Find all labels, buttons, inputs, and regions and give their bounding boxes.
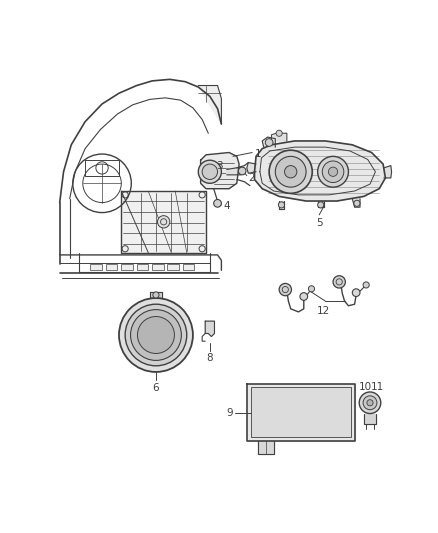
Text: 10: 10	[359, 382, 372, 392]
Bar	[106, 264, 117, 270]
Circle shape	[238, 167, 246, 175]
Circle shape	[153, 292, 159, 298]
Circle shape	[214, 199, 221, 207]
Circle shape	[269, 150, 312, 193]
Circle shape	[138, 317, 174, 353]
Circle shape	[125, 304, 187, 366]
Circle shape	[318, 156, 349, 187]
Text: 3: 3	[216, 161, 223, 172]
Text: 4: 4	[224, 201, 230, 212]
Polygon shape	[227, 167, 243, 175]
Text: 11: 11	[371, 382, 384, 392]
Polygon shape	[352, 199, 360, 207]
Text: 5: 5	[317, 218, 323, 228]
Bar	[183, 264, 194, 270]
Polygon shape	[198, 85, 221, 124]
Polygon shape	[318, 201, 324, 207]
Bar	[251, 387, 351, 438]
Circle shape	[300, 293, 307, 301]
Text: 6: 6	[152, 383, 159, 393]
Circle shape	[359, 392, 381, 414]
Polygon shape	[254, 141, 385, 201]
Polygon shape	[364, 414, 376, 424]
Polygon shape	[258, 441, 274, 454]
Polygon shape	[150, 292, 162, 298]
Circle shape	[354, 200, 360, 206]
Text: 12: 12	[317, 306, 330, 316]
Circle shape	[119, 298, 193, 372]
Circle shape	[328, 167, 338, 176]
Circle shape	[265, 139, 273, 147]
Polygon shape	[279, 201, 284, 209]
Bar	[152, 264, 164, 270]
Polygon shape	[262, 137, 276, 147]
Text: 1: 1	[254, 149, 261, 159]
Circle shape	[308, 286, 314, 292]
Text: 9: 9	[226, 408, 233, 418]
Circle shape	[158, 216, 170, 228]
Circle shape	[202, 164, 218, 180]
Bar	[121, 264, 133, 270]
Polygon shape	[247, 163, 256, 173]
Polygon shape	[201, 152, 239, 189]
Circle shape	[285, 166, 297, 178]
Text: 2: 2	[248, 173, 255, 183]
Circle shape	[131, 310, 181, 360]
Circle shape	[279, 202, 285, 208]
Circle shape	[352, 289, 360, 296]
Bar	[137, 264, 148, 270]
Polygon shape	[247, 384, 355, 441]
Circle shape	[367, 400, 373, 406]
Polygon shape	[272, 133, 287, 141]
Circle shape	[276, 156, 306, 187]
Polygon shape	[205, 321, 215, 336]
Circle shape	[322, 161, 344, 182]
Circle shape	[198, 160, 221, 183]
Circle shape	[333, 276, 346, 288]
Text: 8: 8	[207, 353, 213, 364]
Circle shape	[318, 202, 324, 208]
Circle shape	[363, 396, 377, 410]
Circle shape	[279, 284, 291, 296]
Circle shape	[276, 130, 282, 136]
Bar	[91, 264, 102, 270]
Circle shape	[363, 282, 369, 288]
Polygon shape	[121, 191, 206, 253]
Bar	[167, 264, 179, 270]
Polygon shape	[384, 166, 392, 178]
